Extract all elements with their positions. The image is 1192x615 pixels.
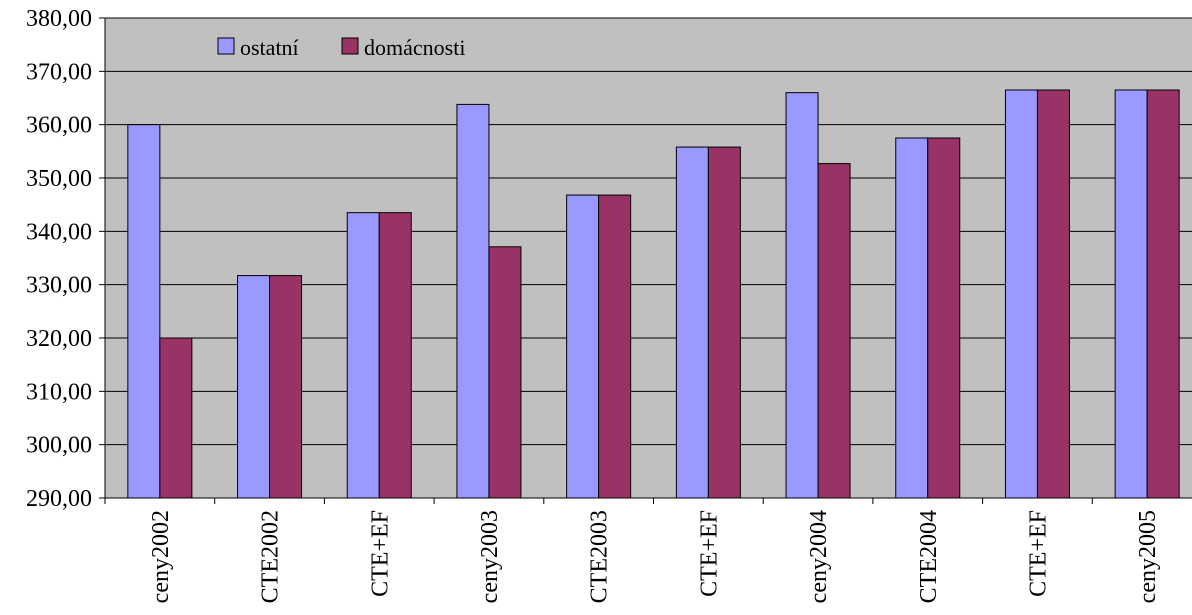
legend: ostatní domácnosti [217,35,465,60]
y-tick-label: 310,00 [26,379,92,405]
y-tick-label: 320,00 [26,326,92,352]
y-tick-label: 300,00 [26,433,92,459]
y-tick-label: 370,00 [26,59,92,85]
legend-swatch [341,37,359,55]
x-tick-label: ceny2005 [1135,510,1161,603]
y-tick-label: 360,00 [26,113,92,139]
bar-ostatni [237,275,271,499]
bar-ostatni [566,194,600,499]
bar-domacnosti [269,275,303,499]
bar-ostatni [895,137,929,499]
bar-domacnosti [598,194,632,499]
bar-ostatni [127,124,161,499]
x-tick-label: CTE+EF [1025,510,1051,597]
legend-item-ostatni: ostatní [217,35,299,60]
y-tick-label: 330,00 [26,273,92,299]
bar-ostatni [675,146,709,499]
x-tick-label: ceny2003 [477,510,503,603]
x-tick-label: ceny2002 [148,510,174,603]
x-tick-label: CTE2002 [258,510,284,603]
legend-item-domacnosti: domácnosti [341,35,465,60]
bar-domacnosti [817,163,851,499]
y-tick-label: 340,00 [26,219,92,245]
bar-domacnosti [927,137,961,499]
bar-domacnosti [707,146,741,499]
legend-label: domácnosti [364,35,465,60]
legend-label: ostatní [240,35,299,60]
bar-ostatni [785,92,819,499]
y-tick-label: 380,00 [26,6,92,32]
y-tick-label: 290,00 [26,486,92,512]
legend-swatch [217,37,235,55]
bar-ostatni [346,212,380,499]
bar-ostatni [1114,89,1148,499]
bars [127,89,1180,499]
bar-domacnosti [1146,89,1180,499]
x-tick-label: CTE2003 [587,510,613,603]
x-tick-label: CTE2004 [916,510,942,603]
bar-ostatni [1004,89,1038,499]
bar-domacnosti [488,246,522,499]
x-tick-label: CTE+EF [696,510,722,597]
bar-domacnosti [378,212,412,499]
bar-domacnosti [159,337,193,499]
x-tick-label: ceny2004 [806,510,832,603]
axes: 290,00 300,00 310,00 320,00 330,00 340,00 350,… [26,6,1192,603]
bar-domacnosti [1036,89,1070,499]
bar-ostatni [456,103,490,499]
x-tick-label: CTE+EF [367,510,393,597]
y-tick-label: 350,00 [26,166,92,192]
